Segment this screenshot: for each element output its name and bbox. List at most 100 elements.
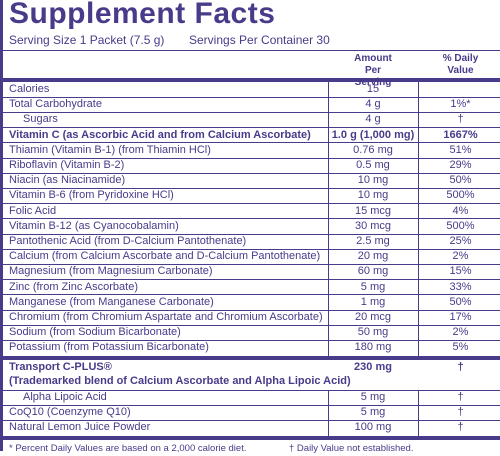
amount: 15 mcg [354, 204, 392, 217]
row-rule [3, 419, 500, 421]
daily-value: 25% [449, 235, 472, 247]
title: Supplement Facts [9, 0, 276, 30]
thick-rule [3, 78, 500, 82]
column-rule [418, 405, 419, 421]
nutrient-name: Pantothenic Acid (from D-Calcium Pantoth… [9, 235, 247, 247]
nutrient-note: (Trademarked blend of Calcium Ascorbate … [9, 374, 351, 387]
row-rule [3, 389, 500, 391]
servings-per-container: Servings Per Container 30 [189, 33, 330, 47]
column-rule [328, 97, 329, 113]
nutrient-name: Vitamin B-6 (from Pyridoxine HCl) [9, 189, 174, 202]
daily-value: 500% [446, 189, 475, 202]
nutrient-name: Calcium (from Calcium Ascorbate and D-Ca… [9, 250, 321, 263]
row-rule [3, 187, 500, 189]
column-rule [418, 390, 419, 406]
column-rule [328, 390, 329, 406]
row-rule [3, 339, 500, 341]
daily-value: 50% [449, 295, 472, 308]
column-rule [418, 158, 419, 174]
column-rule [418, 203, 419, 219]
amount: 4 g [365, 113, 381, 126]
amount: 50 mg [357, 326, 389, 339]
amount: 230 mg [354, 360, 392, 373]
serving-size: Serving Size 1 Packet (7.5 g) [9, 33, 165, 47]
column-rule [328, 249, 329, 265]
column-rule [328, 264, 329, 280]
rule [3, 50, 500, 51]
column-rule [418, 310, 419, 326]
nutrient-name: Thiamin (Vitamin B-1) (from Thiamin HCl) [9, 143, 211, 156]
nutrient-name: Calories [9, 83, 50, 95]
nutrient-name: Magnesium (from Magnesium Carbonate) [9, 265, 213, 278]
footnote: † Daily Value not established. [289, 442, 414, 454]
row-rule [3, 203, 500, 205]
column-rule [418, 249, 419, 265]
thick-rule [3, 435, 500, 440]
nutrient-name: Transport C-PLUS® [9, 360, 112, 373]
row-rule [3, 294, 500, 296]
daily-value: † [457, 360, 464, 373]
nutrient-name: Vitamin B-12 (as Cyanocobalamin) [9, 219, 179, 232]
row-rule [3, 309, 500, 311]
amount: 10 mg [357, 189, 389, 202]
row-rule [3, 96, 500, 98]
row-rule [3, 404, 500, 406]
nutrient-name: Total Carbohydrate [9, 98, 102, 111]
nutrient-name: Sodium (from Sodium Bicarbonate) [9, 326, 181, 339]
dv-header: % Daily Value [442, 53, 479, 76]
nutrient-name: Riboflavin (Vitamin B-2) [9, 159, 125, 171]
column-rule [328, 325, 329, 341]
row-rule [3, 263, 500, 265]
nutrient-name: Natural Lemon Juice Powder [9, 421, 151, 434]
row-rule [3, 142, 500, 144]
daily-value: † [457, 391, 464, 403]
column-rule [418, 127, 419, 143]
column-rule [328, 127, 329, 143]
daily-value: 1%* [450, 98, 471, 111]
column-rule [328, 340, 329, 356]
column-rule [418, 142, 419, 158]
column-rule [418, 173, 419, 189]
thick-rule [3, 355, 500, 360]
column-rule [328, 279, 329, 295]
column-rule [418, 294, 419, 310]
daily-value: 17% [449, 311, 472, 323]
amount: 10 mg [357, 174, 389, 187]
amount: 5 mg [360, 406, 386, 419]
column-rule [418, 112, 419, 128]
daily-value: 2% [452, 250, 469, 263]
column-rule [418, 279, 419, 295]
daily-value: 33% [449, 280, 472, 293]
nutrient-name: CoQ10 (Coenzyme Q10) [9, 406, 131, 419]
column-rule [328, 420, 329, 436]
row-rule [3, 111, 500, 113]
nutrient-name: Zinc (from Zinc Ascorbate) [9, 280, 138, 293]
amount: 180 mg [354, 341, 392, 354]
column-rule [418, 97, 419, 113]
column-rule [328, 188, 329, 204]
amount: 1.0 g (1,000 mg) [331, 128, 415, 141]
nutrient-name: Folic Acid [9, 204, 57, 217]
daily-value: 4% [452, 204, 469, 217]
row-rule [3, 218, 500, 220]
amount: 2.5 mg [356, 235, 390, 247]
daily-value: 29% [449, 159, 472, 171]
column-rule [328, 82, 329, 98]
column-rule [418, 218, 419, 234]
daily-value: 51% [449, 143, 472, 156]
column-rule [328, 405, 329, 421]
column-rule [418, 420, 419, 436]
nutrient-name: Niacin (as Niacinamide) [9, 174, 126, 187]
nutrient-name: Manganese (from Manganese Carbonate) [9, 295, 214, 308]
column-rule [328, 310, 329, 326]
column-rule [418, 188, 419, 204]
daily-value: † [457, 406, 464, 419]
column-rule [328, 203, 329, 219]
daily-value: † [457, 421, 464, 434]
daily-value: 5% [452, 341, 469, 354]
amount: 30 mcg [354, 219, 392, 232]
nutrient-name: Potassium (from Potassium Bicarbonate) [9, 341, 209, 354]
column-rule [418, 340, 419, 356]
amount-header: Amount Per Serving [354, 53, 392, 88]
